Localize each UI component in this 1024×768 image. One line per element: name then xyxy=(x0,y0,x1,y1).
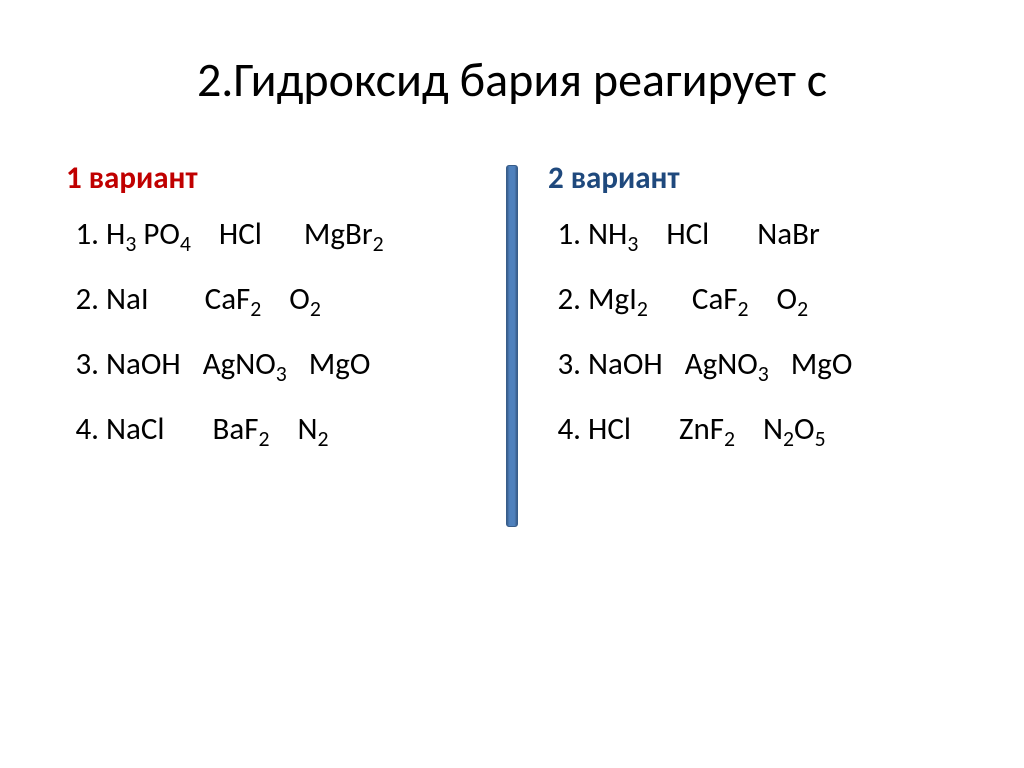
list-item: NH3 HCl NaBr xyxy=(588,215,958,253)
page-title: 2.Гидроксид бария реагирует с xyxy=(50,50,974,109)
list-item: H3 PO4 HCl MgBr2 xyxy=(106,215,486,253)
formula: N2 xyxy=(297,410,328,448)
formula: H3 PO4 xyxy=(106,215,191,253)
list-right: NH3 HCl NaBr MgI2 CaF2 O2 NaOH AgNO3 MgO HCl ZnF2 N… xyxy=(548,215,958,448)
formula: HCl xyxy=(219,215,262,253)
formula: NH3 xyxy=(588,215,638,253)
formula: NaOH xyxy=(106,345,181,383)
list-item: MgI2 CaF2 O2 xyxy=(588,280,958,318)
formula: BaF2 xyxy=(213,410,270,448)
formula: HCl xyxy=(666,215,709,253)
column-left: 1 вариант H3 PO4 HCl MgBr2 NaI CaF2 O2 NaOH AgN… xyxy=(66,159,506,527)
variant-label-right: 2 вариант xyxy=(548,159,958,197)
formula: O2 xyxy=(777,280,809,318)
list-item: NaCl BaF2 N2 xyxy=(106,410,486,448)
formula: HCl xyxy=(588,410,631,448)
column-divider xyxy=(506,165,518,527)
formula: NaBr xyxy=(757,215,820,253)
formula: ZnF2 xyxy=(679,410,735,448)
formula: NaCl xyxy=(106,410,165,448)
formula: MgI2 xyxy=(588,280,648,318)
list-item: NaOH AgNO3 MgO xyxy=(588,345,958,383)
formula: CaF2 xyxy=(692,280,749,318)
list-item: NaI CaF2 O2 xyxy=(106,280,486,318)
formula: MgO xyxy=(309,345,371,383)
formula: AgNO3 xyxy=(685,345,769,383)
formula: O2 xyxy=(289,280,321,318)
list-item: NaOH AgNO3 MgO xyxy=(106,345,486,383)
list-left: H3 PO4 HCl MgBr2 NaI CaF2 O2 NaOH AgNO3 MgO NaCl B… xyxy=(66,215,486,448)
list-item: HCl ZnF2 N2O5 xyxy=(588,410,958,448)
formula: MgO xyxy=(791,345,853,383)
formula: AgNO3 xyxy=(203,345,287,383)
columns: 1 вариант H3 PO4 HCl MgBr2 NaI CaF2 O2 NaOH AgN… xyxy=(50,159,974,527)
formula: MgBr2 xyxy=(304,215,384,253)
formula: CaF2 xyxy=(205,280,262,318)
slide: 2.Гидроксид бария реагирует с 1 вариант … xyxy=(0,0,1024,768)
formula: NaOH xyxy=(588,345,663,383)
formula: N2O5 xyxy=(763,410,826,448)
variant-label-left: 1 вариант xyxy=(66,159,486,197)
formula: NaI xyxy=(106,280,149,318)
column-right: 2 вариант NH3 HCl NaBr MgI2 CaF2 O2 NaOH AgNO3 M… xyxy=(518,159,958,527)
